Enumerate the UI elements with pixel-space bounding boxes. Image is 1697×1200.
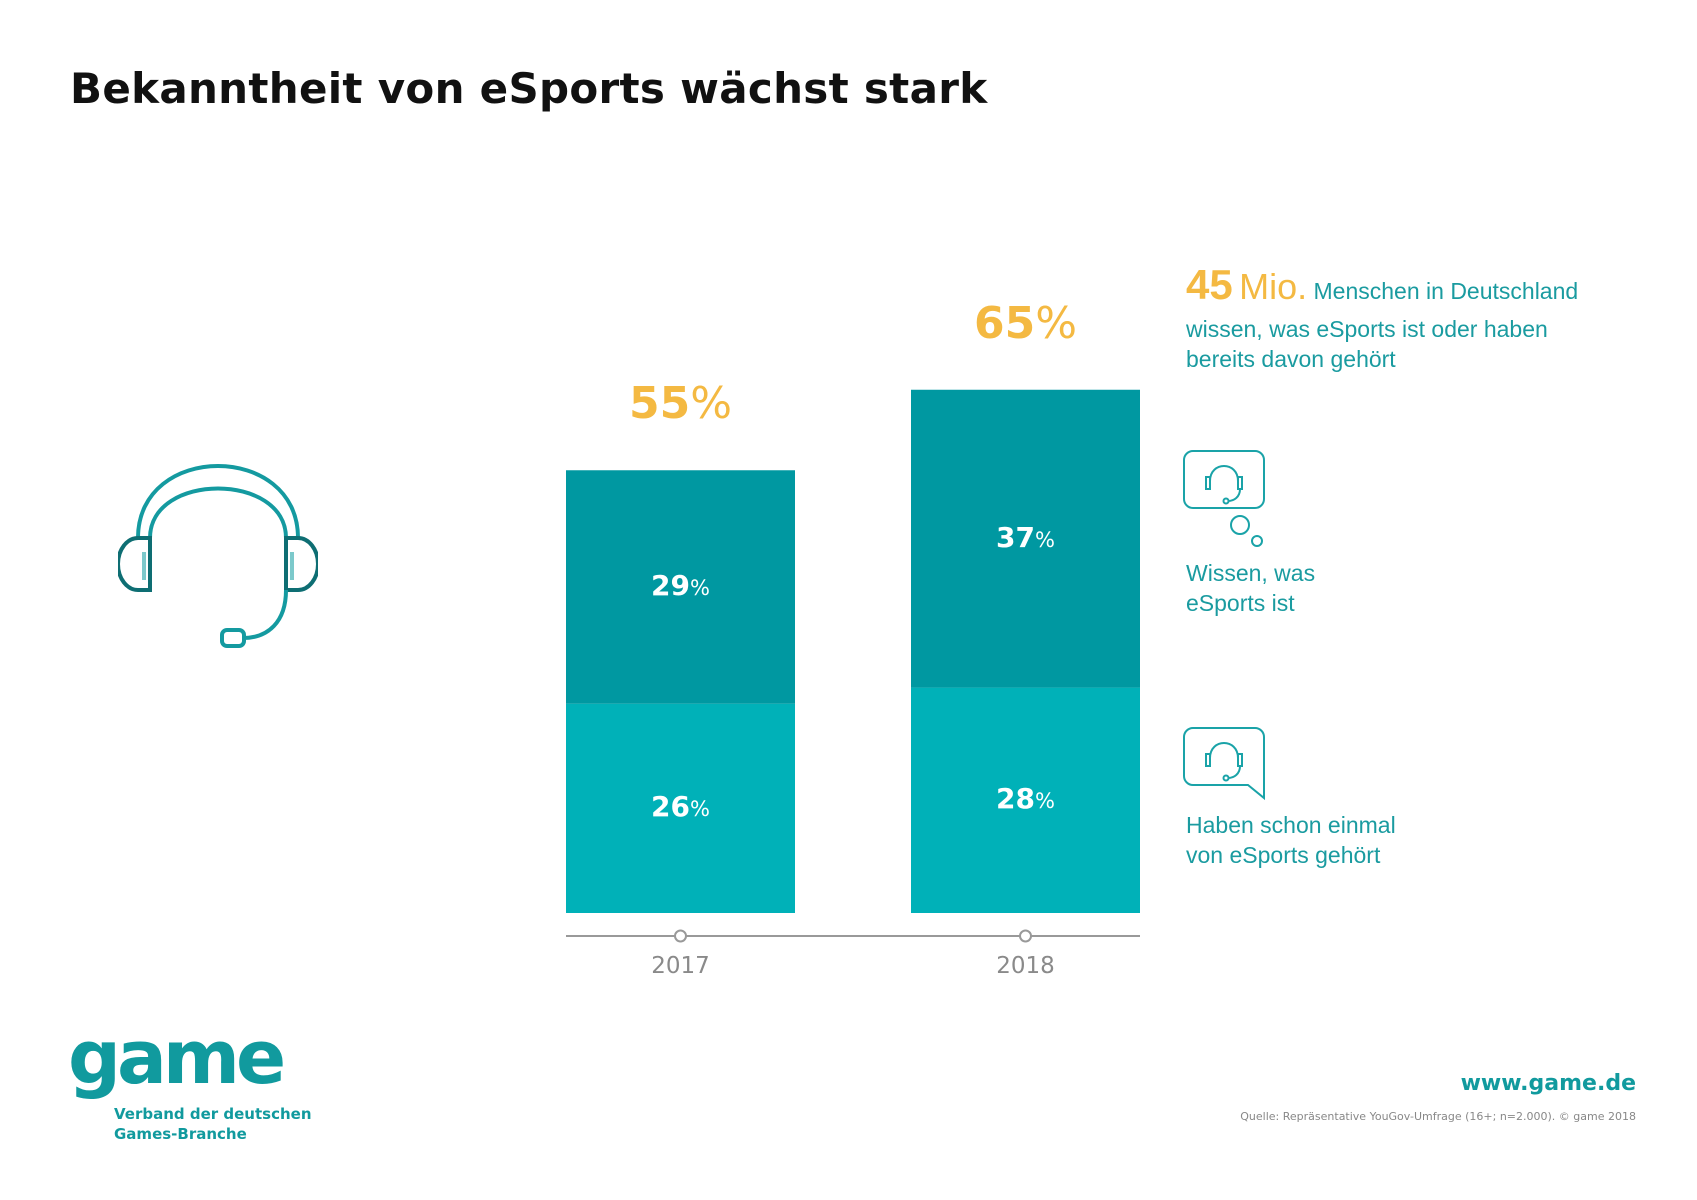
x-tick-marker bbox=[674, 929, 687, 943]
speech-bubble-headset-icon bbox=[1183, 727, 1265, 801]
headline-text-1: Menschen in Deutschland bbox=[1313, 278, 1579, 304]
bar-value-label: 37% bbox=[911, 521, 1140, 554]
legend-text: Haben schon einmal bbox=[1186, 812, 1396, 838]
source-note: Quelle: Repräsentative YouGov-Umfrage (1… bbox=[1240, 1110, 1636, 1123]
percent-sign: % bbox=[1035, 297, 1078, 349]
x-tick-label: 2018 bbox=[996, 953, 1055, 979]
legend-item-known: Wissen, was eSports ist bbox=[1186, 558, 1315, 618]
headline-text-2: wissen, was eSports ist oder haben bbox=[1186, 316, 1548, 342]
logo-subtitle: Verband der deutschen Games-Branche bbox=[114, 1104, 312, 1144]
headline-text-3: bereits davon gehört bbox=[1186, 346, 1396, 372]
percent-sign: % bbox=[1035, 527, 1055, 552]
legend-text: Wissen, was bbox=[1186, 560, 1316, 586]
bar-value-label: 26% bbox=[566, 790, 795, 823]
percent-sign: % bbox=[690, 797, 710, 822]
legend-text: eSports ist bbox=[1186, 590, 1295, 616]
page-title: Bekanntheit von eSports wächst stark bbox=[70, 64, 988, 113]
bar-value: 29 bbox=[651, 568, 690, 602]
bar-segment-2017-0 bbox=[566, 703, 795, 913]
legend-text: von eSports gehört bbox=[1186, 842, 1381, 868]
x-tick-label: 2017 bbox=[651, 953, 710, 979]
bar-segment-2017-1 bbox=[566, 470, 795, 704]
logo-subtitle-line: Verband der deutschen bbox=[114, 1105, 312, 1123]
total-value: 55 bbox=[628, 378, 691, 430]
headline-unit: Mio. bbox=[1239, 266, 1308, 307]
bar-value: 26 bbox=[651, 790, 690, 824]
percent-sign: % bbox=[690, 378, 733, 430]
percent-sign: % bbox=[1035, 789, 1055, 814]
x-tick-marker bbox=[1019, 929, 1032, 943]
total-value: 65 bbox=[973, 297, 1036, 349]
headline-block: 45 Mio. Menschen in Deutschland wissen, … bbox=[1186, 262, 1578, 374]
bar-segment-2018-1 bbox=[911, 389, 1140, 688]
logo-subtitle-line: Games-Branche bbox=[114, 1125, 247, 1143]
game-logo: game bbox=[68, 1015, 286, 1101]
bar-value-label: 28% bbox=[911, 782, 1140, 815]
headset-icon bbox=[118, 464, 318, 648]
headline-number: 45 bbox=[1186, 261, 1233, 308]
bar-value-label: 29% bbox=[566, 569, 795, 602]
legend-item-heard: Haben schon einmal von eSports gehört bbox=[1186, 810, 1396, 870]
percent-sign: % bbox=[690, 575, 710, 600]
total-value-label: 55% bbox=[566, 378, 795, 429]
total-value-label: 65% bbox=[911, 298, 1140, 349]
bar-segment-2018-0 bbox=[911, 687, 1140, 913]
thought-bubble-headset-icon bbox=[1183, 450, 1265, 547]
bar-value: 37 bbox=[996, 520, 1035, 554]
bar-value: 28 bbox=[996, 782, 1035, 816]
website-link[interactable]: www.game.de bbox=[1460, 1071, 1636, 1096]
